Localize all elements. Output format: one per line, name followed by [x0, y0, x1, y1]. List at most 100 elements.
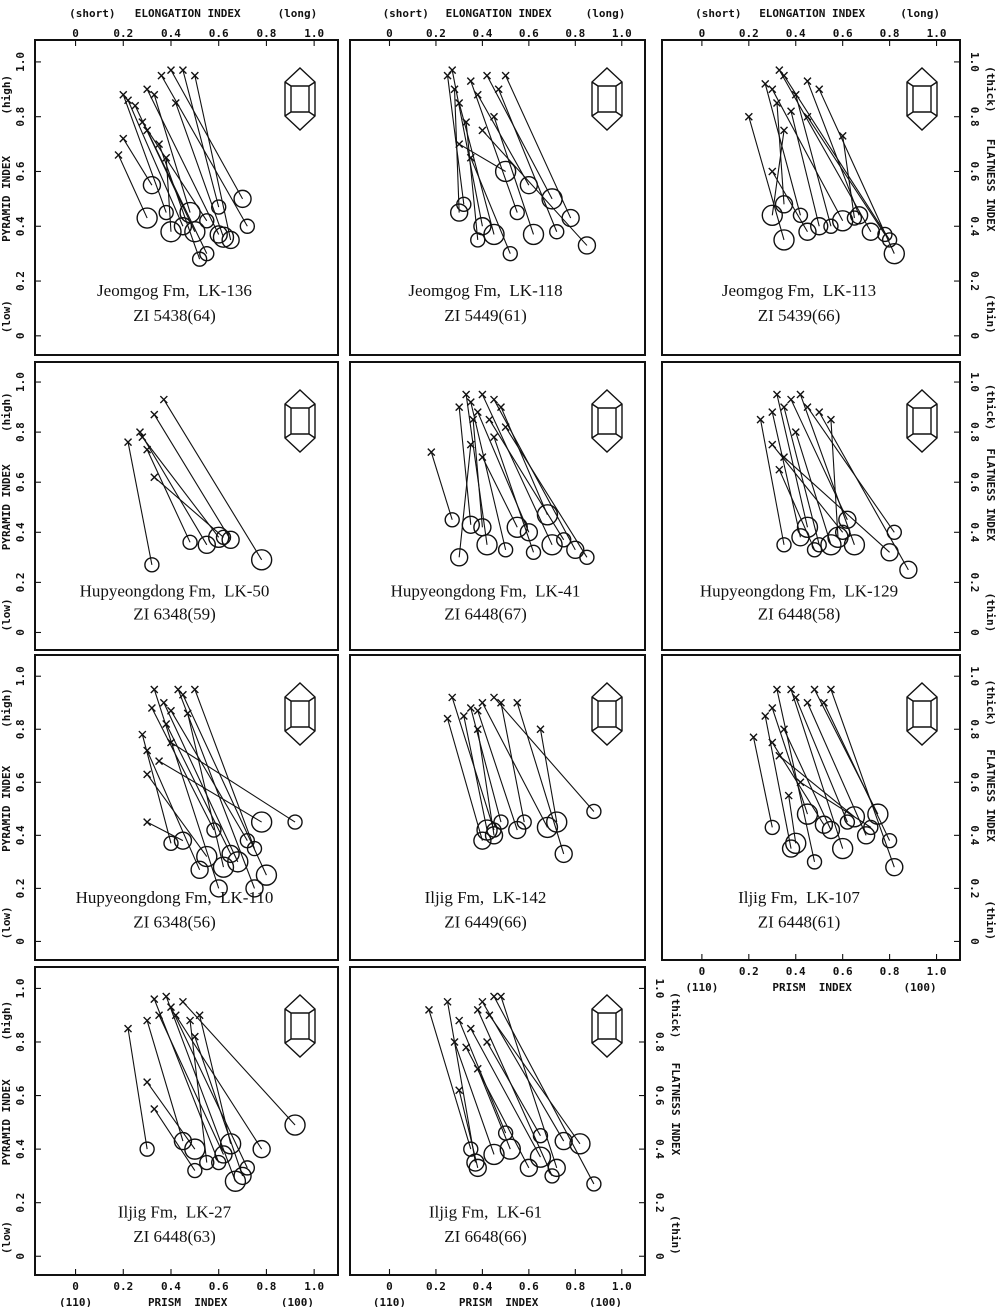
cross-marker — [459, 712, 468, 720]
circle-marker — [196, 845, 218, 868]
bottom-axis-low: (110) — [59, 1296, 92, 1307]
circle-marker — [136, 207, 158, 229]
sample-code: ZI 6448(58) — [758, 604, 841, 623]
circle-marker — [885, 857, 904, 877]
connector — [790, 689, 844, 849]
connector — [776, 689, 816, 862]
circle-marker — [838, 510, 857, 529]
panel-frame — [661, 39, 961, 356]
cross-marker — [466, 1024, 475, 1033]
top-tick-label: 0 — [72, 27, 79, 40]
left-tick-label: 1.0 — [14, 978, 27, 998]
circle-marker — [187, 1162, 203, 1179]
cross-marker — [803, 698, 812, 707]
connector — [764, 715, 792, 849]
cross-marker — [473, 1064, 482, 1073]
circle-marker — [867, 803, 889, 825]
connector — [465, 394, 488, 545]
circle-marker — [221, 230, 240, 250]
connector — [447, 1001, 476, 1163]
connector — [153, 94, 191, 213]
connector — [158, 143, 201, 260]
circle-marker — [863, 819, 879, 836]
circle-marker — [239, 218, 256, 234]
circle-marker — [499, 1138, 521, 1160]
left-tick-label: 1.0 — [14, 666, 27, 686]
connector — [790, 111, 820, 227]
connector — [481, 394, 553, 546]
connector — [127, 442, 153, 565]
cross-marker — [466, 398, 475, 407]
right-tick-label: 0.4 — [968, 522, 981, 542]
left-axis-low: (low) — [0, 598, 13, 631]
circle-marker — [468, 1158, 487, 1178]
cross-marker — [427, 448, 436, 457]
panel-frame — [661, 361, 961, 651]
circle-marker — [493, 814, 509, 830]
circle-marker — [184, 1138, 206, 1160]
crystal-icon — [906, 682, 938, 746]
connector — [458, 102, 495, 235]
circle-marker — [566, 540, 585, 560]
right-axis-high: (thick) — [984, 384, 997, 430]
connector — [795, 697, 848, 823]
connector — [158, 760, 262, 823]
bottom-tick-label: 0.8 — [565, 1280, 585, 1293]
connector — [470, 401, 507, 550]
cross-marker — [478, 698, 487, 707]
cross-marker — [478, 126, 487, 135]
circle-marker — [546, 811, 568, 833]
cross-marker — [772, 685, 781, 694]
left-axis-name: PYRAMID INDEX — [0, 155, 13, 241]
circle-marker — [484, 826, 504, 845]
circle-marker — [785, 832, 807, 855]
right-tick-label: 0.2 — [653, 1193, 666, 1213]
connector — [481, 456, 518, 528]
top-axis-low: (short) — [69, 7, 115, 20]
top-tick-label: 0.2 — [426, 27, 446, 40]
cross-marker — [159, 395, 168, 404]
circle-marker — [197, 535, 216, 555]
circle-marker — [823, 218, 839, 234]
left-tick-label: 0.2 — [14, 271, 27, 291]
sample-label: Hupyeongdong Fm, LK-50 — [80, 581, 270, 600]
right-axis-high: (thick) — [669, 992, 682, 1038]
crystal-icon — [906, 389, 938, 453]
top-tick-label: 1.0 — [927, 27, 947, 40]
connector — [118, 154, 148, 219]
connector — [127, 100, 184, 227]
cross-marker — [150, 90, 159, 99]
cross-marker — [490, 992, 499, 1001]
connector — [458, 407, 472, 525]
circle-marker — [211, 199, 227, 215]
panel-frame — [34, 654, 339, 961]
circle-marker — [541, 188, 563, 210]
connector — [151, 707, 215, 831]
circle-marker — [856, 826, 876, 845]
connector — [481, 702, 548, 828]
bottom-axis-low: (110) — [373, 1296, 406, 1307]
connector — [430, 451, 453, 520]
circle-marker — [199, 1154, 215, 1171]
connector — [122, 94, 167, 213]
cross-marker — [490, 433, 499, 442]
bottom-tick-label: 0.2 — [113, 1280, 133, 1293]
connector — [194, 75, 232, 241]
circle-marker — [536, 504, 559, 526]
circle-marker — [509, 204, 525, 221]
sample-code: ZI 5449(61) — [444, 306, 527, 325]
cross-marker — [455, 99, 464, 107]
cross-marker — [473, 1005, 482, 1014]
left-tick-label: 0 — [14, 629, 27, 636]
connector — [488, 1014, 581, 1145]
circle-marker — [208, 526, 230, 549]
cross-marker — [443, 714, 452, 723]
bottom-axis-title: PRISM INDEX — [459, 1296, 539, 1307]
circle-marker — [806, 542, 823, 558]
sample-label: Hupyeongdong Fm, LK-41 — [391, 581, 581, 600]
bottom-tick-label: 0.6 — [519, 1280, 539, 1293]
circle-marker — [586, 1176, 602, 1192]
bottom-tick-label: 0.2 — [426, 1280, 446, 1293]
cross-marker — [171, 99, 180, 107]
